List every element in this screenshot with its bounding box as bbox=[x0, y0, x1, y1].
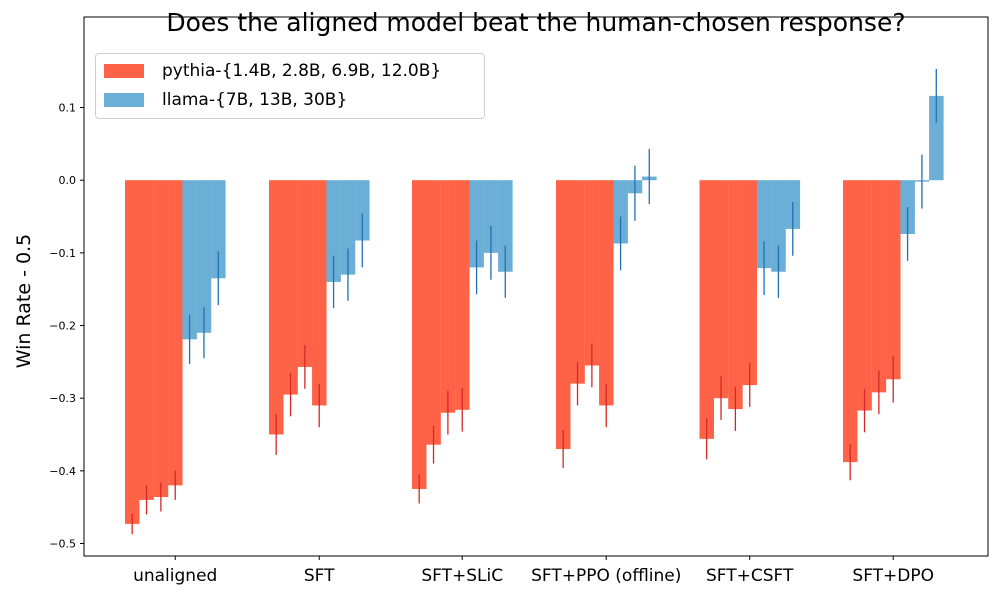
x-tick-label: SFT+CSFT bbox=[706, 566, 794, 586]
bar-pythia-unaligned-2 bbox=[153, 180, 169, 497]
bar-llama-unaligned-1 bbox=[196, 180, 212, 333]
bar-pythia-sft-slic-3 bbox=[455, 180, 470, 410]
y-tick-label: −0.4 bbox=[49, 465, 76, 478]
bar-pythia-sft-ppo-offline-1 bbox=[570, 180, 585, 384]
bar-llama-sft-0 bbox=[326, 180, 341, 282]
y-axis-label: Win Rate - 0.5 bbox=[13, 233, 35, 369]
y-tick-label: 0.0 bbox=[59, 174, 77, 187]
error-bars-layer bbox=[131, 69, 937, 535]
bar-llama-sft-slic-1 bbox=[483, 180, 499, 253]
y-tick-label: −0.2 bbox=[49, 320, 76, 333]
x-tick-label: SFT+PPO (offline) bbox=[531, 566, 681, 586]
bar-pythia-sft-slic-1 bbox=[426, 180, 441, 445]
legend-swatch-llama bbox=[104, 93, 144, 107]
bar-pythia-sft-ppo-offline-0 bbox=[556, 180, 571, 450]
bar-pythia-sft-slic-2 bbox=[440, 180, 456, 413]
bar-pythia-sft-csft-1 bbox=[713, 180, 729, 399]
plot-frame bbox=[83, 16, 989, 557]
y-tick-label: −0.5 bbox=[49, 538, 76, 551]
bar-pythia-unaligned-0 bbox=[125, 180, 140, 524]
legend-label-llama: llama-{7B, 13B, 30B} bbox=[162, 90, 348, 110]
legend: pythia-{1.4B, 2.8B, 6.9B, 12.0B} llama-{… bbox=[95, 53, 485, 119]
bar-pythia-sft-0 bbox=[269, 180, 284, 435]
legend-swatch-pythia bbox=[104, 64, 144, 78]
bar-pythia-unaligned-1 bbox=[139, 180, 154, 500]
bar-pythia-sft-ppo-offline-2 bbox=[584, 180, 600, 366]
bar-pythia-sft-1 bbox=[283, 180, 298, 395]
y-tick-label: −0.3 bbox=[49, 392, 76, 405]
x-tick-label: unaligned bbox=[133, 566, 217, 586]
bar-llama-sft-slic-2 bbox=[498, 180, 513, 272]
y-tick-label: 0.1 bbox=[59, 102, 77, 115]
bar-pythia-sft-2 bbox=[297, 180, 313, 367]
bar-pythia-sft-csft-2 bbox=[728, 180, 743, 410]
bars-layer bbox=[125, 95, 944, 524]
bar-pythia-sft-csft-0 bbox=[699, 180, 714, 439]
bar-llama-unaligned-2 bbox=[211, 180, 226, 279]
chart-title: Does the aligned model beat the human-ch… bbox=[166, 8, 906, 37]
bar-llama-sft-dpo-2 bbox=[929, 95, 944, 181]
x-tick-label: SFT+SLiC bbox=[421, 566, 503, 586]
x-tick-label: SFT+DPO bbox=[852, 566, 934, 586]
legend-item-pythia: pythia-{1.4B, 2.8B, 6.9B, 12.0B} bbox=[104, 61, 441, 81]
bar-pythia-sft-dpo-0 bbox=[843, 180, 858, 463]
bar-pythia-sft-slic-0 bbox=[412, 180, 427, 490]
bar-llama-sft-1 bbox=[340, 180, 356, 275]
legend-item-llama: llama-{7B, 13B, 30B} bbox=[104, 90, 347, 110]
bar-pythia-sft-dpo-3 bbox=[886, 180, 901, 380]
bar-pythia-sft-dpo-1 bbox=[857, 180, 872, 411]
bar-llama-unaligned-0 bbox=[182, 180, 197, 340]
bar-llama-sft-csft-0 bbox=[756, 180, 772, 269]
bar-pythia-sft-3 bbox=[312, 180, 327, 406]
bar-pythia-sft-ppo-offline-3 bbox=[599, 180, 614, 406]
legend-label-pythia: pythia-{1.4B, 2.8B, 6.9B, 12.0B} bbox=[162, 61, 442, 81]
bar-llama-sft-csft-1 bbox=[771, 180, 786, 272]
y-tick-label: −0.1 bbox=[49, 247, 76, 260]
bar-llama-sft-slic-0 bbox=[469, 180, 484, 268]
bar-llama-sft-2 bbox=[355, 180, 370, 241]
bar-pythia-sft-csft-3 bbox=[742, 180, 758, 386]
bar-pythia-sft-dpo-2 bbox=[871, 180, 887, 393]
bar-pythia-unaligned-3 bbox=[168, 180, 183, 486]
bar-llama-sft-ppo-offline-0 bbox=[613, 180, 628, 244]
x-tick-label: SFT bbox=[304, 566, 335, 586]
axes-layer: unaligned SFT SFT+SLiC SFT+PPO (offline) SFT… bbox=[49, 102, 934, 586]
